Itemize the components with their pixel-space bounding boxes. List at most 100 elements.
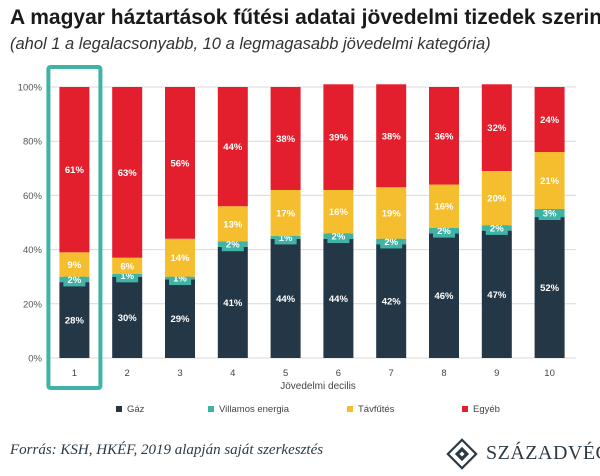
data-label: 38% [382,131,402,142]
legend-entry: Távfűtés [358,404,395,415]
legend-entry: Villamos energia [219,404,290,415]
y-tick-label: 60% [23,191,43,202]
data-label: 38% [276,134,296,145]
data-label: 52% [540,283,560,294]
data-label: 56% [170,158,190,169]
data-label: 39% [329,133,349,144]
chart-title: A magyar háztartások fűtési adatai jöved… [10,6,600,29]
data-label: 2% [384,237,398,248]
data-label: 41% [223,298,243,309]
bar-segment [270,238,301,358]
bar-segment [534,87,565,153]
bar-segment [217,246,248,358]
bar-segment [376,244,407,358]
bar-segment [217,87,248,207]
bar-segment [481,230,512,358]
data-label: 2% [68,275,82,286]
bar-segment [270,189,301,237]
bar-segment [323,238,354,358]
x-axis-title: Jövedelmi decilis [280,381,356,392]
data-label: 24% [540,115,560,126]
x-tick-label: 3 [177,368,182,379]
chart-subtitle: (ahol 1 a legalacsonyabb, 10 a legmagasa… [10,35,491,53]
y-tick-label: 100% [18,83,43,94]
x-tick-label: 5 [283,368,288,379]
bar-segment [429,184,459,228]
data-label: 14% [170,253,190,264]
data-label: 2% [226,240,240,251]
logo-text: SZÁZADVÉG [486,442,600,464]
data-label: 29% [170,314,190,325]
data-label: 47% [487,290,507,301]
bar-segment [429,233,459,358]
bar-segment [59,87,90,253]
data-label: 9% [68,260,82,271]
bar-segment [112,257,143,274]
data-label: 28% [65,316,85,327]
highlight-frame [46,65,103,390]
data-label: 2% [437,226,451,237]
data-label: 1% [173,274,187,285]
x-tick-label: 8 [441,368,446,379]
data-label: 3% [543,209,557,220]
data-label: 61% [65,165,85,176]
data-label: 46% [434,291,454,302]
bar-segment [429,87,459,185]
bar-segment [165,87,195,239]
data-label: 21% [540,176,560,187]
data-label: 17% [276,209,296,220]
y-tick-label: 20% [23,299,43,310]
legend-swatch [347,406,353,412]
x-tick-label: 4 [230,368,235,379]
bar-segment [165,279,195,358]
bar-segment [376,187,407,239]
logo-emblem-icon [446,438,478,470]
bar-segment [165,238,195,277]
x-tick-label: 9 [494,368,499,379]
bar-segment [481,84,512,172]
data-label: 2% [490,223,504,234]
data-label: 44% [223,142,243,153]
data-label: 63% [118,168,138,179]
bar-segment [270,87,301,190]
x-tick-label: 2 [125,368,130,379]
y-tick-label: 40% [23,245,43,256]
data-label: 1% [120,271,134,282]
bar-segment [534,217,565,358]
data-label: 13% [223,219,243,230]
bar-segment [376,84,407,188]
data-label: 44% [276,294,296,305]
data-label-badge [538,206,561,221]
szazadveg-logo: SZÁZADVÉG [440,436,600,472]
legend-swatch [208,406,214,412]
data-label: 44% [329,294,349,305]
data-label: 16% [434,202,454,213]
bar-segment [112,276,143,358]
data-label: 36% [434,131,454,142]
data-label: 20% [487,194,507,205]
legend-entry: Egyéb [473,404,500,415]
bar-segment [481,171,512,226]
stacked-bar-chart: 0%20%40%60%80%100%28%2%9%61%130%1%6%63%2… [18,65,576,415]
data-label: 19% [382,209,402,220]
data-label: 32% [487,123,507,134]
y-tick-label: 80% [23,137,43,148]
legend-swatch [116,406,122,412]
bar-segment [217,206,248,242]
data-label: 6% [120,261,134,272]
bar-segment [112,87,143,258]
data-label: 42% [382,297,402,308]
data-label: 1% [279,233,293,244]
bar-segment [323,189,354,234]
bar-segment [59,282,90,358]
x-tick-label: 7 [389,368,394,379]
x-tick-label: 1 [72,368,77,379]
data-label: 30% [118,313,138,324]
bar-segment [323,84,354,190]
source-note: Forrás: KSH, HKÉF, 2019 alapján saját sz… [10,442,324,458]
y-tick-label: 0% [28,354,42,365]
bar-segment [59,252,90,277]
data-label: 16% [329,207,349,218]
x-tick-label: 6 [336,368,341,379]
legend-entry: Gáz [127,404,145,415]
